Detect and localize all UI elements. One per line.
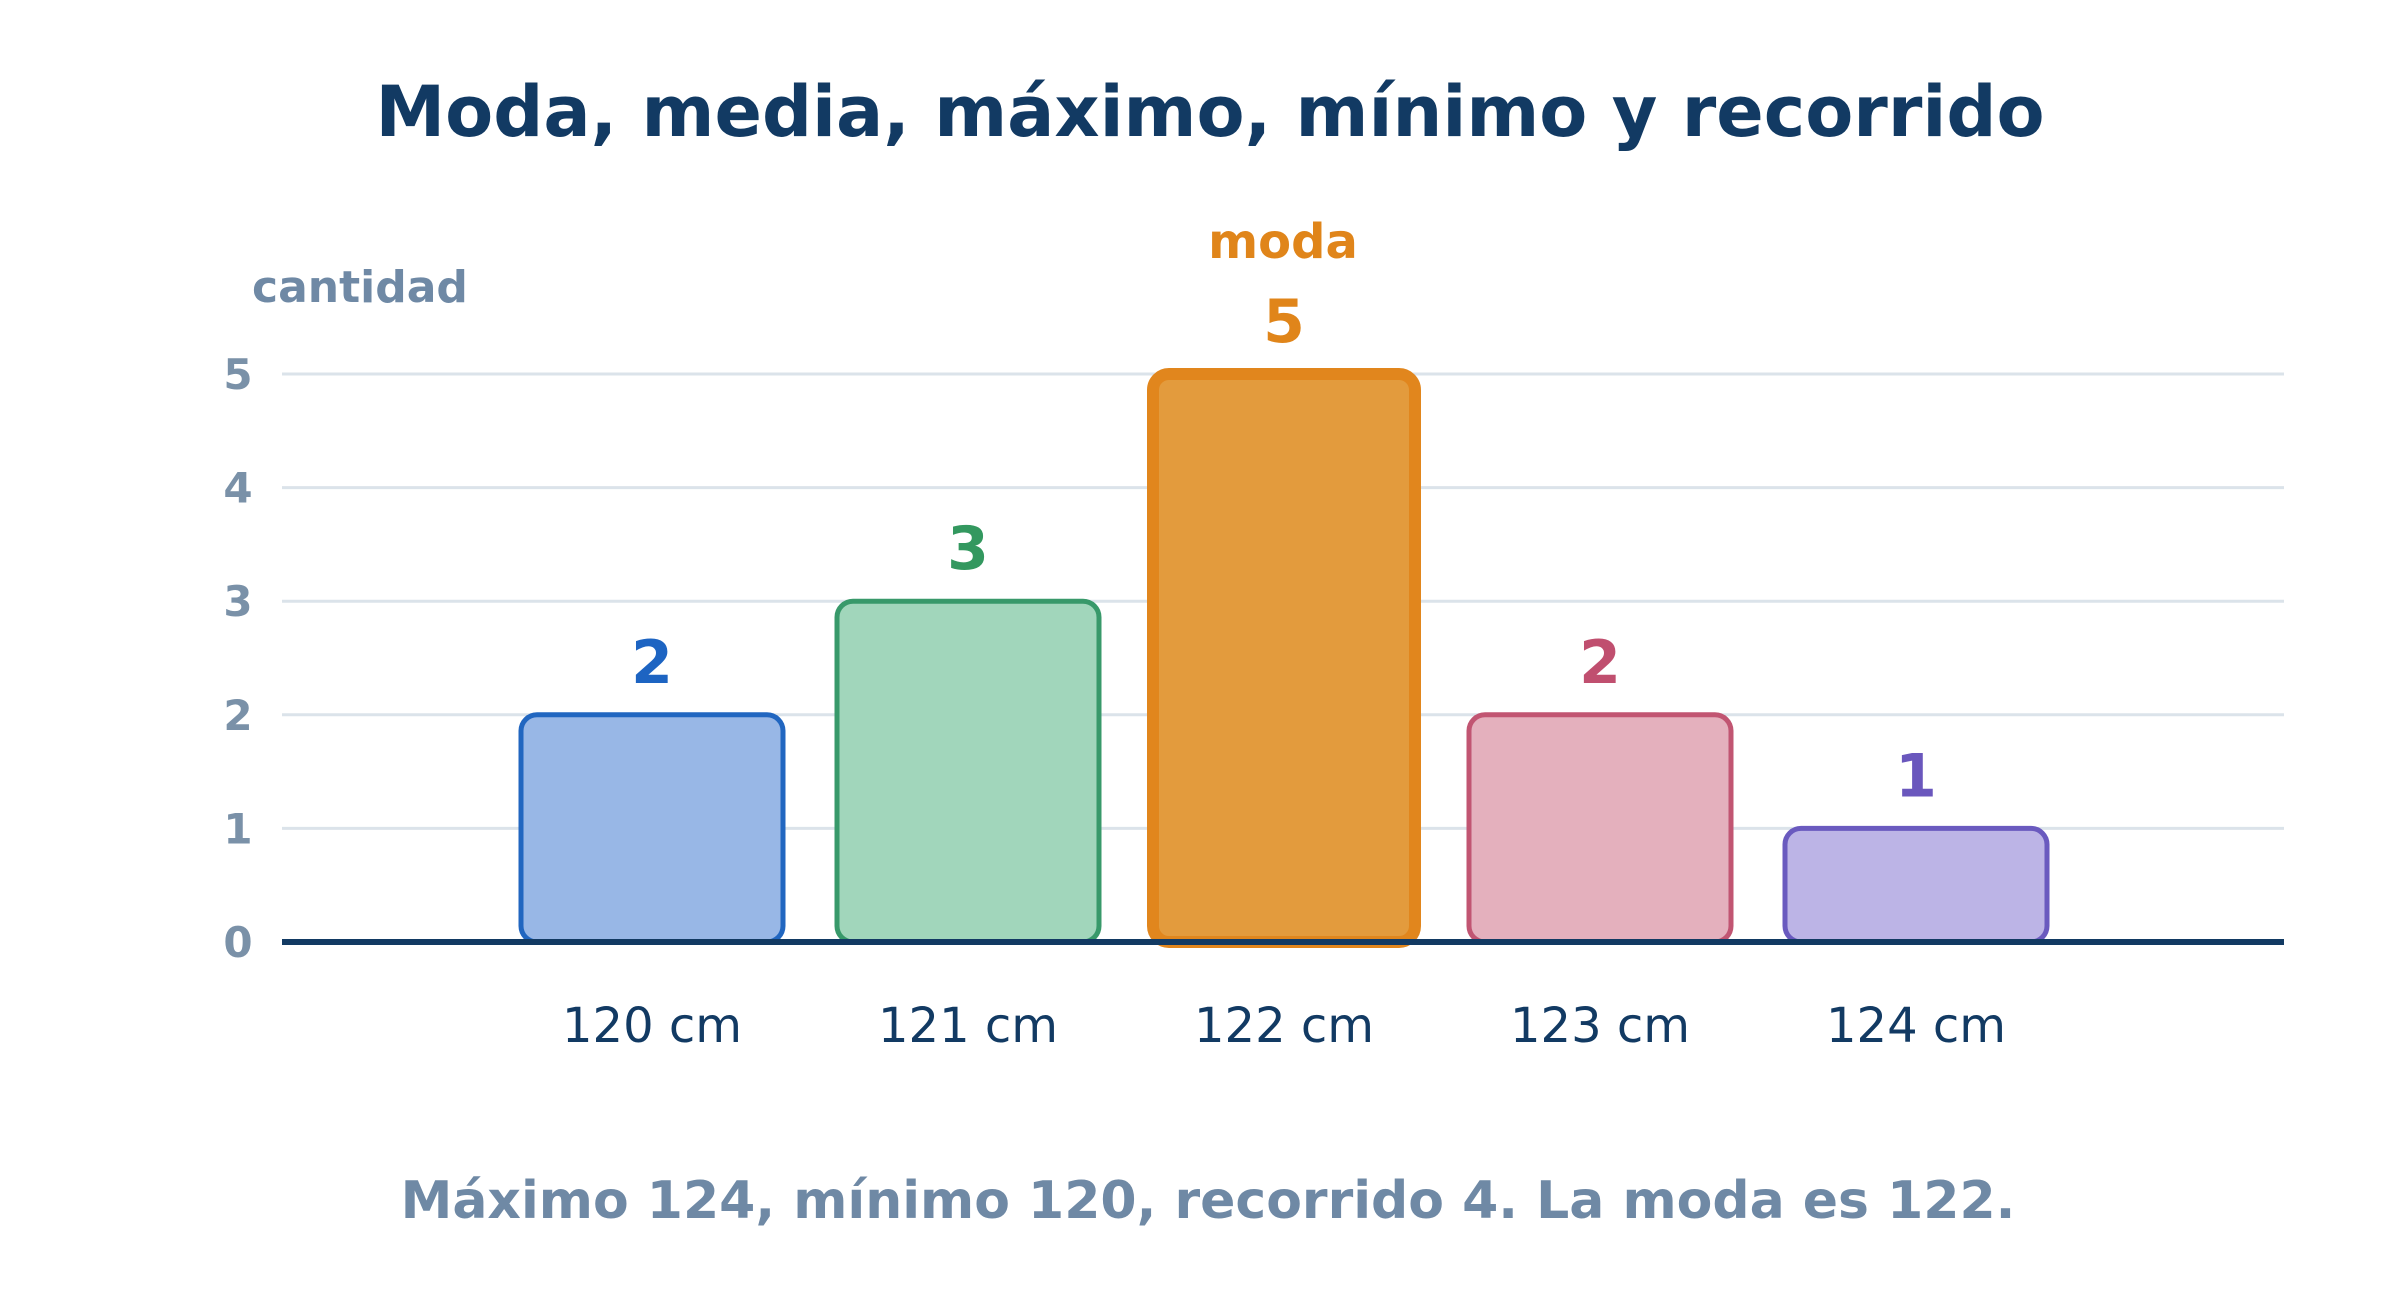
x-tick-label: 120 cm [562, 998, 742, 1054]
y-axis-ticks: 0 1 2 3 4 5 [223, 350, 252, 967]
bar-value-label: 2 [1579, 628, 1621, 698]
chart-caption: Máximo 124, mínimo 120, recorrido 4. La … [401, 1171, 2016, 1231]
y-tick-label: 4 [223, 464, 252, 513]
y-tick-label: 0 [223, 918, 252, 967]
bar-121-cm [834, 598, 1102, 945]
bars [518, 368, 2050, 948]
mode-annotation: moda [1208, 214, 1358, 270]
bar-value-label: 3 [947, 514, 989, 584]
bar-value-label: 1 [1895, 741, 1937, 811]
value-labels: 2 3 5 2 1 [631, 287, 1937, 811]
bar-124-cm [1782, 825, 2050, 945]
x-tick-label: 123 cm [1510, 998, 1690, 1054]
x-tick-label: 121 cm [878, 998, 1058, 1054]
chart-title: Moda, media, máximo, mínimo y recorrido [375, 71, 2044, 153]
y-tick-label: 5 [223, 350, 252, 399]
y-axis-label: cantidad [252, 262, 468, 313]
x-axis-ticks: 120 cm 121 cm 122 cm 123 cm 124 cm [562, 998, 2006, 1054]
bar-120-cm [518, 712, 786, 945]
bar-value-label: 2 [631, 628, 673, 698]
x-tick-label: 124 cm [1826, 998, 2006, 1054]
bar-value-label: 5 [1263, 287, 1305, 357]
y-tick-label: 1 [223, 804, 252, 853]
y-tick-label: 2 [223, 691, 252, 740]
y-tick-label: 3 [223, 577, 252, 626]
bar-123-cm [1466, 712, 1734, 945]
bar-122-cm [1147, 368, 1421, 948]
x-tick-label: 122 cm [1194, 998, 1374, 1054]
